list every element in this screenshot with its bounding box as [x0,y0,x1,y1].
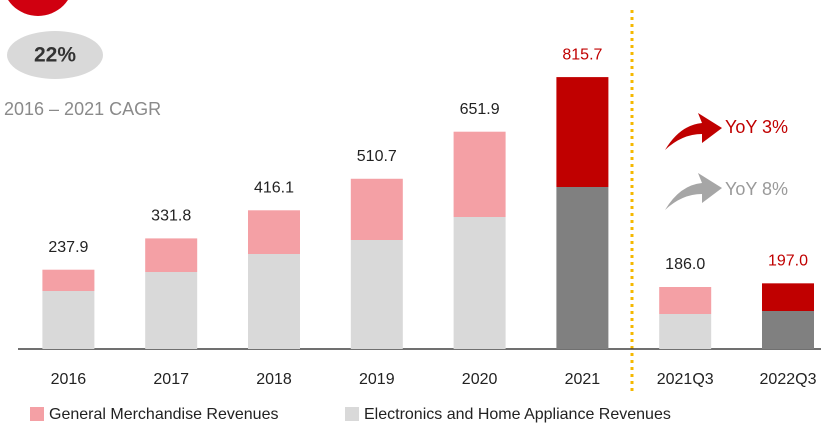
x-tick-label: 2022Q3 [760,371,817,388]
bar-segment [659,287,712,314]
cagr-value: 22% [34,44,76,67]
legend-label: General Merchandise Revenues [49,406,278,423]
legend-label: Electronics and Home Appliance Revenues [364,406,671,423]
total-label: 815.7 [562,46,602,63]
x-tick-label: 2017 [153,371,189,388]
bar-segment [659,314,712,349]
yoy-label: YoY 3% [725,117,788,137]
bar-segment [248,254,300,349]
total-label: 186.0 [665,256,705,273]
x-tick-label: 2018 [256,371,292,388]
bar-segment [453,217,506,349]
bar-segment [453,131,506,217]
decor-circle [8,0,68,16]
legend-swatch [345,407,359,421]
arrow-red [665,113,722,150]
x-tick-label: 2020 [462,371,498,388]
x-tick-label: 2021Q3 [657,371,714,388]
bar-segment [556,77,609,187]
bar-segment [556,187,609,349]
yoy-label: YoY 8% [725,179,788,199]
legend-swatch [30,407,44,421]
bar-segment [762,283,814,311]
bar-segment [42,291,95,349]
bar-segment [42,269,95,291]
bar-segment [350,240,403,349]
total-label: 331.8 [151,208,191,225]
total-label: 651.9 [460,101,500,118]
cagr-badge [7,31,103,79]
total-label: 237.9 [48,239,88,256]
bar-segment [350,178,403,240]
total-label: 416.1 [254,180,294,197]
x-tick-label: 2021 [565,371,601,388]
total-label: 510.7 [357,148,397,165]
x-tick-label: 2019 [359,371,395,388]
arrow-gray [665,173,722,210]
bar-segment [145,272,198,349]
x-tick-label: 2016 [51,371,87,388]
cagr-label: 2016 – 2021 CAGR [4,99,161,119]
bar-segment [145,238,198,272]
total-label: 197.0 [768,253,808,270]
bar-segment [248,210,300,254]
bar-segment [762,311,814,349]
